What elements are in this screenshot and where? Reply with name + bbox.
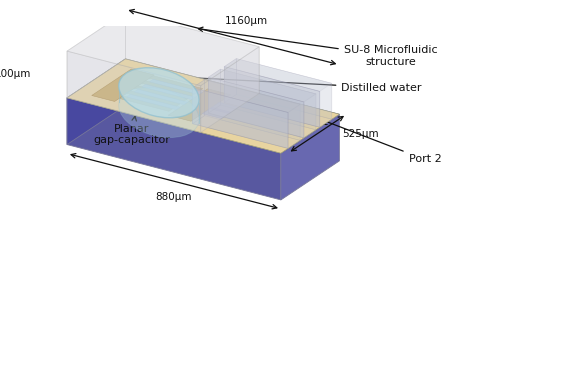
Polygon shape (119, 96, 172, 111)
Text: Port 2: Port 2 (274, 101, 441, 164)
Polygon shape (224, 59, 332, 91)
Polygon shape (209, 77, 304, 138)
Polygon shape (92, 69, 154, 101)
Polygon shape (67, 59, 339, 153)
Text: 525μm: 525μm (343, 129, 379, 139)
Polygon shape (142, 81, 195, 96)
Polygon shape (150, 76, 203, 91)
Polygon shape (134, 89, 188, 105)
Polygon shape (168, 89, 231, 121)
Polygon shape (67, 59, 339, 153)
Ellipse shape (119, 68, 199, 118)
Text: SU-8 Microfluidic
structure: SU-8 Microfluidic structure (198, 27, 437, 67)
Polygon shape (67, 51, 201, 132)
Polygon shape (193, 88, 288, 149)
Text: 100μm: 100μm (0, 70, 31, 79)
Polygon shape (67, 12, 125, 98)
Polygon shape (193, 116, 300, 149)
Text: Port 1: Port 1 (203, 113, 329, 127)
Polygon shape (210, 107, 231, 113)
Polygon shape (193, 80, 300, 113)
Polygon shape (193, 80, 205, 124)
Polygon shape (209, 105, 316, 138)
Polygon shape (224, 59, 236, 102)
Polygon shape (209, 69, 316, 102)
Polygon shape (281, 114, 339, 200)
Polygon shape (134, 86, 188, 101)
Polygon shape (67, 59, 125, 144)
Ellipse shape (119, 87, 199, 138)
Polygon shape (205, 80, 300, 140)
Polygon shape (67, 98, 281, 200)
Polygon shape (209, 69, 221, 113)
Polygon shape (224, 94, 332, 127)
Polygon shape (127, 91, 180, 106)
Text: Distilled water: Distilled water (167, 74, 422, 93)
Text: 1160μm: 1160μm (225, 16, 268, 26)
Text: 880μm: 880μm (156, 192, 192, 202)
Polygon shape (142, 84, 195, 100)
Polygon shape (67, 12, 259, 86)
Polygon shape (221, 69, 316, 130)
Polygon shape (127, 94, 180, 110)
Polygon shape (236, 59, 332, 119)
Polygon shape (150, 79, 203, 94)
Polygon shape (202, 102, 238, 119)
Text: Planar
gap-capacitor: Planar gap-capacitor (93, 116, 170, 145)
Polygon shape (201, 47, 259, 132)
Polygon shape (125, 12, 259, 93)
Polygon shape (224, 67, 320, 127)
